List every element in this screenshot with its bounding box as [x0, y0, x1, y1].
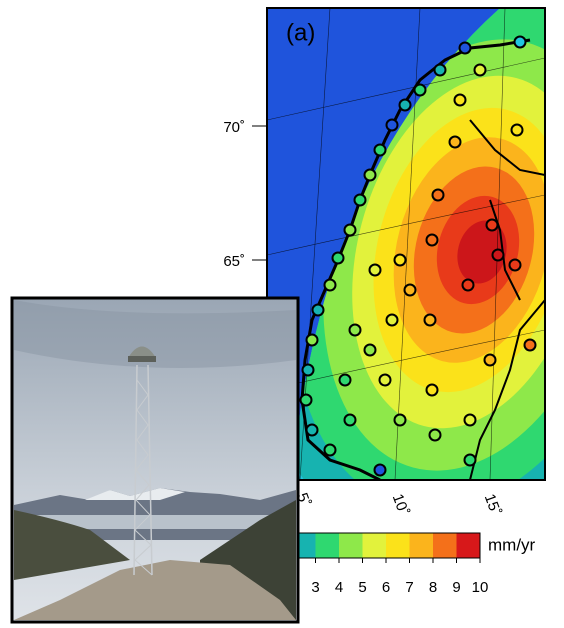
station [333, 253, 344, 264]
lon-label: 15˚ [481, 492, 504, 518]
station [387, 120, 398, 131]
station [405, 285, 416, 296]
station [487, 220, 498, 231]
station [301, 395, 312, 406]
station [307, 425, 318, 436]
station [465, 455, 476, 466]
station [455, 95, 466, 106]
station [430, 430, 441, 441]
station [415, 85, 426, 96]
colorbar-tick-label: 4 [335, 579, 343, 596]
station [512, 125, 523, 136]
station [463, 280, 474, 291]
station [325, 280, 336, 291]
station [400, 100, 411, 111]
colorbar-segment [316, 533, 340, 558]
station [303, 365, 314, 376]
station [387, 315, 398, 326]
colorbar-tick-label: 9 [452, 579, 460, 596]
station [365, 345, 376, 356]
station [427, 235, 438, 246]
station [465, 415, 476, 426]
station [485, 355, 496, 366]
colorbar-segment [339, 533, 363, 558]
station [515, 37, 526, 48]
lat-label: 65˚ [223, 253, 245, 270]
station [450, 137, 461, 148]
station [355, 195, 366, 206]
station [460, 43, 471, 54]
station [370, 265, 381, 276]
station [345, 415, 356, 426]
station [395, 415, 406, 426]
station [493, 250, 504, 261]
station [433, 190, 444, 201]
lon-label: 10˚ [389, 492, 412, 518]
station [345, 225, 356, 236]
station [475, 65, 486, 76]
colorbar-tick-label: 6 [382, 579, 390, 596]
colorbar-segment [386, 533, 410, 558]
station [395, 255, 406, 266]
station [350, 325, 361, 336]
colorbar-tick-label: 8 [429, 579, 437, 596]
station [435, 65, 446, 76]
colorbar-tick-label: 3 [311, 579, 319, 596]
station [525, 340, 536, 351]
lat-label: 70˚ [223, 119, 245, 136]
panel-label: (a) [286, 19, 315, 46]
colorbar-segment [457, 533, 481, 558]
photo-antenna [128, 356, 156, 362]
station [425, 315, 436, 326]
photo-inset [12, 298, 298, 622]
colorbar-unit: mm/yr [488, 535, 536, 554]
colorbar-segment [410, 533, 434, 558]
station [380, 375, 391, 386]
station [365, 170, 376, 181]
station [375, 465, 386, 476]
station [313, 305, 324, 316]
colorbar-tick-label: 5 [358, 579, 366, 596]
colorbar-segment [363, 533, 387, 558]
station [307, 335, 318, 346]
station [510, 260, 521, 271]
station [427, 385, 438, 396]
station [325, 445, 336, 456]
colorbar-segment [433, 533, 457, 558]
station [375, 145, 386, 156]
figure: (a) 70˚ 65˚ 5˚ 10˚ 15˚ 345678910 mm/yr [0, 0, 564, 628]
station [340, 375, 351, 386]
colorbar-tick-label: 7 [405, 579, 413, 596]
colorbar-tick-label: 10 [472, 579, 489, 596]
